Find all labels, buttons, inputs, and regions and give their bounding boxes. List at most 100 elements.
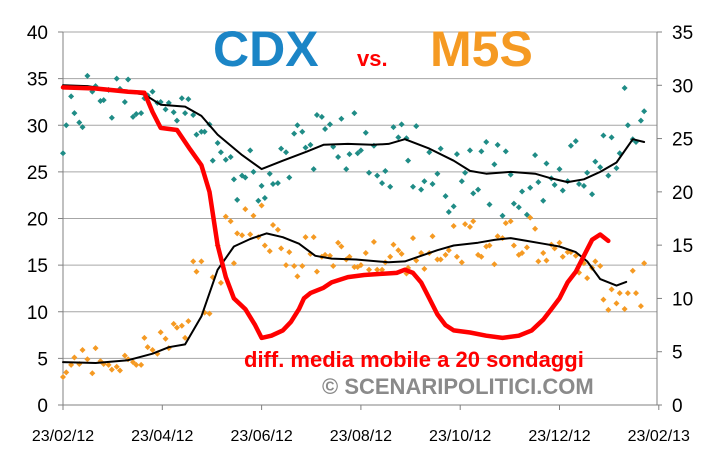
m5s-poll-point — [230, 260, 237, 267]
cdx-poll-point — [198, 128, 205, 135]
right-tick-label: 35 — [672, 23, 693, 44]
cdx-poll-point — [374, 172, 381, 179]
m5s-poll-point — [222, 213, 229, 220]
cdx-poll-point — [335, 153, 342, 160]
m5s-poll-point — [466, 223, 473, 230]
m5s-poll-point — [261, 242, 268, 249]
m5s-poll-point — [247, 231, 254, 238]
m5s-moving-average-line — [62, 232, 628, 364]
m5s-poll-point — [335, 239, 342, 246]
m5s-poll-point — [129, 359, 136, 366]
m5s-poll-point — [185, 318, 192, 325]
cdx-poll-point — [84, 72, 91, 79]
m5s-poll-point — [434, 256, 441, 263]
m5s-poll-point — [370, 238, 377, 245]
m5s-poll-point — [144, 344, 151, 351]
cdx-poll-point — [227, 153, 234, 160]
cdx-poll-point — [510, 200, 517, 207]
m5s-poll-point — [486, 242, 493, 249]
cdx-poll-point — [222, 156, 229, 163]
cdx-poll-point — [532, 152, 539, 159]
m5s-poll-point — [421, 265, 428, 272]
m5s-poll-point — [616, 290, 623, 297]
x-tick-label: 23/10/12 — [429, 428, 491, 445]
m5s-poll-point — [641, 260, 648, 267]
cdx-poll-point — [515, 204, 522, 211]
cdx-poll-point — [178, 95, 185, 102]
cdx-poll-point — [502, 148, 509, 155]
right-tick-label: 30 — [672, 76, 693, 97]
right-tick-label: 25 — [672, 130, 693, 151]
m5s-poll-point — [84, 356, 91, 363]
m5s-poll-point — [450, 222, 457, 229]
m5s-poll-point — [190, 258, 197, 265]
m5s-poll-point — [283, 262, 290, 269]
m5s-poll-point — [234, 230, 241, 237]
cdx-poll-point — [613, 165, 620, 172]
cdx-poll-point — [133, 111, 140, 118]
m5s-poll-point — [121, 352, 128, 359]
cdx-poll-point — [326, 121, 333, 128]
cdx-poll-point — [63, 122, 70, 129]
cdx-poll-point — [462, 169, 469, 176]
cdx-poll-point — [201, 128, 208, 135]
cdx-poll-point — [138, 110, 145, 117]
cdx-poll-point — [442, 193, 449, 200]
left-tick-label: 20 — [27, 210, 48, 231]
m5s-poll-point — [217, 279, 224, 286]
cdx-poll-point — [589, 191, 596, 198]
m5s-poll-point — [600, 296, 607, 303]
m5s-poll-point — [437, 256, 444, 263]
cdx-poll-point — [453, 151, 460, 158]
left-tick-label: 10 — [27, 303, 48, 324]
m5s-poll-point — [269, 222, 276, 229]
m5s-poll-point — [173, 324, 180, 331]
cdx-poll-point — [527, 184, 534, 191]
m5s-poll-point — [445, 247, 452, 254]
m5s-poll-point — [68, 361, 75, 368]
x-tick-label: 23/08/12 — [330, 428, 392, 445]
series-lines — [60, 84, 646, 364]
m5s-poll-point — [193, 268, 200, 275]
m5s-poll-point — [71, 354, 78, 361]
m5s-poll-point — [592, 258, 599, 265]
m5s-poll-point — [291, 263, 298, 270]
cdx-poll-point — [382, 167, 389, 174]
cdx-poll-point — [437, 145, 444, 152]
m5s-poll-point — [239, 232, 246, 239]
cdx-poll-point — [576, 180, 583, 187]
left-tick-label: 0 — [37, 396, 48, 417]
cdx-poll-point — [523, 211, 530, 218]
x-tick-label: 23/02/13 — [628, 428, 690, 445]
m5s-poll-point — [621, 305, 628, 312]
cdx-poll-point — [190, 111, 197, 118]
cdx-poll-point — [79, 124, 86, 131]
m5s-poll-point — [149, 346, 156, 353]
cdx-poll-point — [605, 172, 612, 179]
title-cdx: CDX — [213, 21, 319, 77]
cdx-poll-point — [559, 187, 566, 194]
cdx-poll-point — [230, 176, 237, 183]
m5s-poll-point — [310, 234, 317, 241]
watermark: © SCENARIPOLITICI.COM — [322, 374, 594, 399]
m5s-poll-point — [507, 218, 514, 225]
cdx-poll-point — [475, 186, 482, 193]
m5s-poll-point — [629, 267, 636, 274]
cdx-poll-point — [418, 186, 425, 193]
right-axis-ticks: 0 5 10 15 20 25 30 35 — [657, 23, 693, 417]
cdx-poll-point — [108, 114, 115, 121]
cdx-poll-point — [494, 141, 501, 148]
cdx-moving-average-line — [62, 84, 646, 184]
cdx-poll-point — [185, 96, 192, 103]
m5s-poll-point — [633, 290, 640, 297]
m5s-poll-point — [92, 345, 99, 352]
left-tick-label: 30 — [27, 116, 48, 137]
m5s-poll-point — [409, 235, 416, 242]
m5s-poll-point — [357, 262, 364, 269]
cdx-poll-point — [310, 166, 317, 173]
m5s-poll-point — [89, 370, 96, 377]
m5s-poll-point — [458, 259, 465, 266]
cdx-poll-point — [429, 180, 436, 187]
m5s-poll-point — [429, 233, 436, 240]
cdx-poll-point — [621, 84, 628, 91]
